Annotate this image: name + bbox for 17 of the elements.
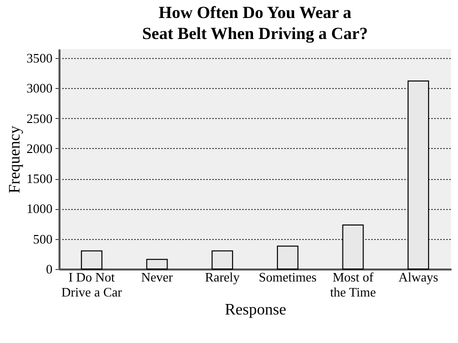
y-tick-label: 2000 bbox=[26, 140, 52, 156]
y-tick-label: 3500 bbox=[26, 50, 52, 66]
x-tick-label: Always bbox=[398, 270, 438, 284]
y-tick-label: 0 bbox=[46, 262, 52, 276]
y-tick-label: 1500 bbox=[26, 171, 52, 186]
x-tick-label: Most of the Time bbox=[330, 270, 376, 300]
x-tick-label: Never bbox=[141, 270, 174, 284]
x-tick-label: Sometimes bbox=[258, 270, 317, 284]
y-tick-label: 1000 bbox=[26, 201, 52, 216]
x-axis-title: Response bbox=[224, 302, 286, 318]
x-tick-label: Rarely bbox=[205, 270, 240, 284]
y-tick-label: 3000 bbox=[26, 80, 52, 96]
y-axis-title: Frequency bbox=[6, 126, 24, 194]
y-tick-label: 500 bbox=[33, 231, 52, 246]
chart-title: How Often Do You Wear a Seat Belt When Driving a Car? bbox=[142, 3, 368, 43]
y-tick-label: 2500 bbox=[26, 110, 52, 126]
x-tick-label: I Do Not Drive a Car bbox=[61, 270, 123, 300]
